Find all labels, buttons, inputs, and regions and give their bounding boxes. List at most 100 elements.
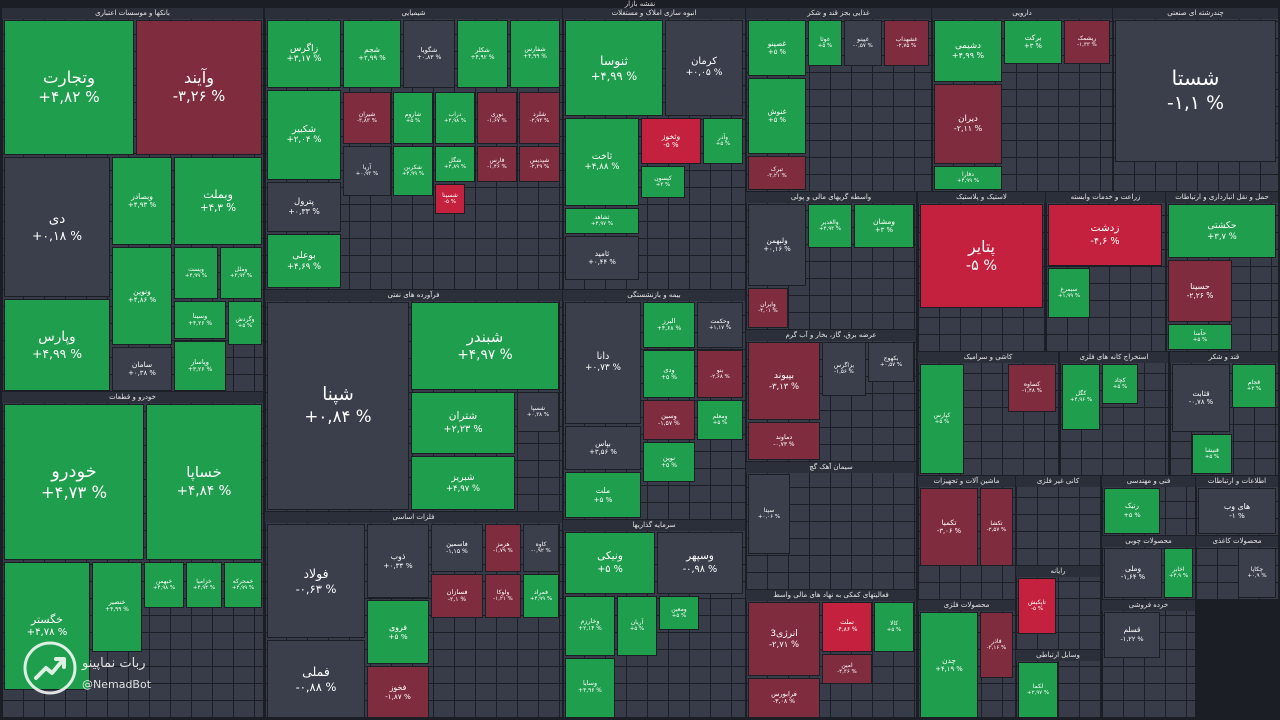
tile: فملی -۰,۸۸ % bbox=[267, 640, 365, 718]
tile-name: غپینو bbox=[857, 35, 869, 43]
tile-name: ونوین bbox=[133, 286, 151, 296]
tile-name: سیمرغ bbox=[1060, 285, 1078, 293]
tile-name: شپنا bbox=[322, 384, 354, 406]
tile-name: وپارس bbox=[38, 328, 76, 345]
tile: وخارزم +۲,۱۴ % bbox=[565, 596, 615, 656]
tile-change: +۴,۳ % bbox=[199, 201, 237, 214]
tile-change: +۰,۱۶ % bbox=[763, 245, 791, 254]
tile-change: -۱,۴۸ % bbox=[1021, 388, 1042, 395]
tile-name: شجم bbox=[364, 45, 380, 55]
tile: دراب +۴,۹۸ % bbox=[435, 92, 475, 144]
tile-change: +۴,۹۹ % bbox=[401, 171, 425, 178]
sector-header: کاشی و سرامیک bbox=[918, 352, 1058, 363]
tile-name: وتجارت bbox=[43, 67, 95, 87]
tile-change: -۳,۱۳ % bbox=[768, 381, 800, 392]
tile-name: شسپا bbox=[530, 404, 546, 412]
tile-name: تملت bbox=[840, 618, 854, 627]
tile-change: -۳,۱۶ % bbox=[986, 645, 1007, 652]
tile-change: -۳,۸۳ % bbox=[356, 118, 377, 125]
sector-header: کانی غیر فلزی bbox=[1016, 476, 1100, 487]
tile: وسایا +۴,۹۶ % bbox=[565, 658, 615, 718]
tile-change: +۵ % bbox=[768, 48, 786, 57]
tile: دماوند -۰,۷۳ % bbox=[748, 422, 820, 460]
tile: ومعلم +۵ % bbox=[697, 400, 743, 440]
tile: شیران -۳,۸۳ % bbox=[343, 92, 391, 144]
tile: وبملت +۴,۳ % bbox=[174, 157, 262, 245]
tile-change: +۴,۸۹ % bbox=[443, 164, 467, 171]
tile-change: +۴,۹۴ % bbox=[192, 585, 216, 592]
tile-change: +۲,۹۷ % bbox=[1026, 690, 1050, 697]
tile: زدشت -۴,۶ % bbox=[1048, 204, 1162, 266]
tile: شکلر +۴,۹۲ % bbox=[457, 20, 508, 88]
map-title: نقشه بازار bbox=[624, 0, 656, 8]
tile-name: خمحرکه bbox=[232, 577, 254, 585]
tile: بکهوج +۰,۵۷ % bbox=[868, 342, 914, 382]
tile: ونوین +۴,۸۶ % bbox=[112, 247, 172, 345]
tile-name: حآسا bbox=[1193, 329, 1207, 337]
tile-change: +۵ % bbox=[671, 613, 687, 620]
tile-change: +۵ % bbox=[1123, 511, 1141, 520]
tile: شلرد -۲,۹۳ % bbox=[519, 92, 560, 144]
tile: شپدیس -۲,۳۹ % bbox=[519, 146, 560, 182]
tile: بزاگرس -۱,۵۶ % bbox=[822, 342, 866, 396]
tile-name: وسایا bbox=[582, 679, 598, 688]
tile-change: -۱,۲۱ % bbox=[493, 596, 513, 603]
tile-name: دشیمی bbox=[955, 40, 981, 51]
tile: وایران -۴,۰۱ % bbox=[748, 288, 788, 328]
tile-name: ملت bbox=[595, 485, 611, 495]
tile-change: +۰,۴۴ % bbox=[588, 258, 616, 267]
tile-change: -۰,۹۲ % bbox=[531, 548, 551, 555]
watermark-name: ربات نماپینو bbox=[82, 656, 146, 671]
tile-change: +۴,۹۹ % bbox=[956, 178, 980, 185]
tile: کگل +۴,۹۶ % bbox=[1062, 364, 1100, 430]
tile-name: کساوه bbox=[1023, 380, 1041, 388]
tile: قثابت -۰,۷۸ % bbox=[1172, 364, 1230, 432]
tile-change: +۴,۹۸ % bbox=[152, 585, 176, 592]
tile-change: +۵ % bbox=[405, 118, 421, 125]
tile-change: +۵ % bbox=[1192, 337, 1208, 344]
tile-name: شکلر bbox=[475, 46, 490, 55]
tile: شسپا +۰,۳۸ % bbox=[517, 392, 559, 432]
tile: نوری -۱,۶۷ % bbox=[477, 92, 517, 144]
tile: فارس -۱,۴۶ % bbox=[477, 146, 517, 182]
tile-change: -۰,۶۳ % bbox=[295, 581, 337, 596]
sector-header: محصولات فلزی bbox=[918, 600, 1015, 611]
tile-name: های وب bbox=[1223, 501, 1251, 511]
tile-name: وسپهر bbox=[686, 550, 714, 563]
tile: ریشمک -۱,۳۳ % bbox=[1064, 20, 1110, 64]
tile-name: فولاد bbox=[303, 566, 329, 581]
tile-name: شبریز bbox=[451, 471, 475, 483]
tile: وگردش +۵ % bbox=[228, 301, 262, 345]
tile: تبرک -۳,۲۱ % bbox=[748, 156, 806, 190]
tile-change: -۱,۶۴ % bbox=[1120, 573, 1146, 582]
tile: چدن +۴,۱۹ % bbox=[920, 612, 978, 718]
tile-change: +۱,۹۹ % bbox=[1057, 293, 1081, 300]
tile: زاگرس +۳,۱۷ % bbox=[267, 20, 341, 88]
tile-name: کالا bbox=[889, 619, 899, 627]
tile-name: ودی bbox=[663, 366, 675, 375]
tile: کچاد +۵ % bbox=[1102, 364, 1138, 404]
tile-change: -۰,۸۸ % bbox=[295, 679, 337, 694]
tile-change: -۱,۷۹ % bbox=[493, 548, 513, 555]
tile-name: خبهمن bbox=[155, 577, 173, 585]
tile-change: +۴,۹۷ % bbox=[445, 483, 481, 494]
tile-change: +۵ % bbox=[712, 420, 728, 427]
tile-change: +۰,۸۳ % bbox=[416, 54, 442, 62]
tile-name: تبرک bbox=[770, 165, 784, 173]
tile-name: وبملت bbox=[203, 187, 233, 201]
tile-change: +۰,۹ % bbox=[1247, 573, 1267, 580]
tile-name: غنوش bbox=[767, 107, 787, 117]
tile: شبریز +۴,۹۷ % bbox=[411, 456, 515, 510]
tile-name: رتیک bbox=[1125, 501, 1139, 511]
tile-name: وثخوز bbox=[661, 131, 681, 141]
tile-name: وسین bbox=[661, 412, 677, 421]
tile-change: +۵ % bbox=[660, 374, 678, 382]
tile-name: چدن bbox=[942, 656, 956, 666]
tile-change: +۴,۲۶ % bbox=[188, 320, 212, 328]
tile: قجام +۳ % bbox=[1232, 364, 1276, 408]
tile-name: تاپکیش bbox=[1028, 598, 1046, 606]
tile: سامان +۰,۳۸ % bbox=[112, 347, 172, 391]
tile: حآسا +۵ % bbox=[1168, 324, 1232, 350]
tile-name: غصینو bbox=[767, 39, 787, 49]
